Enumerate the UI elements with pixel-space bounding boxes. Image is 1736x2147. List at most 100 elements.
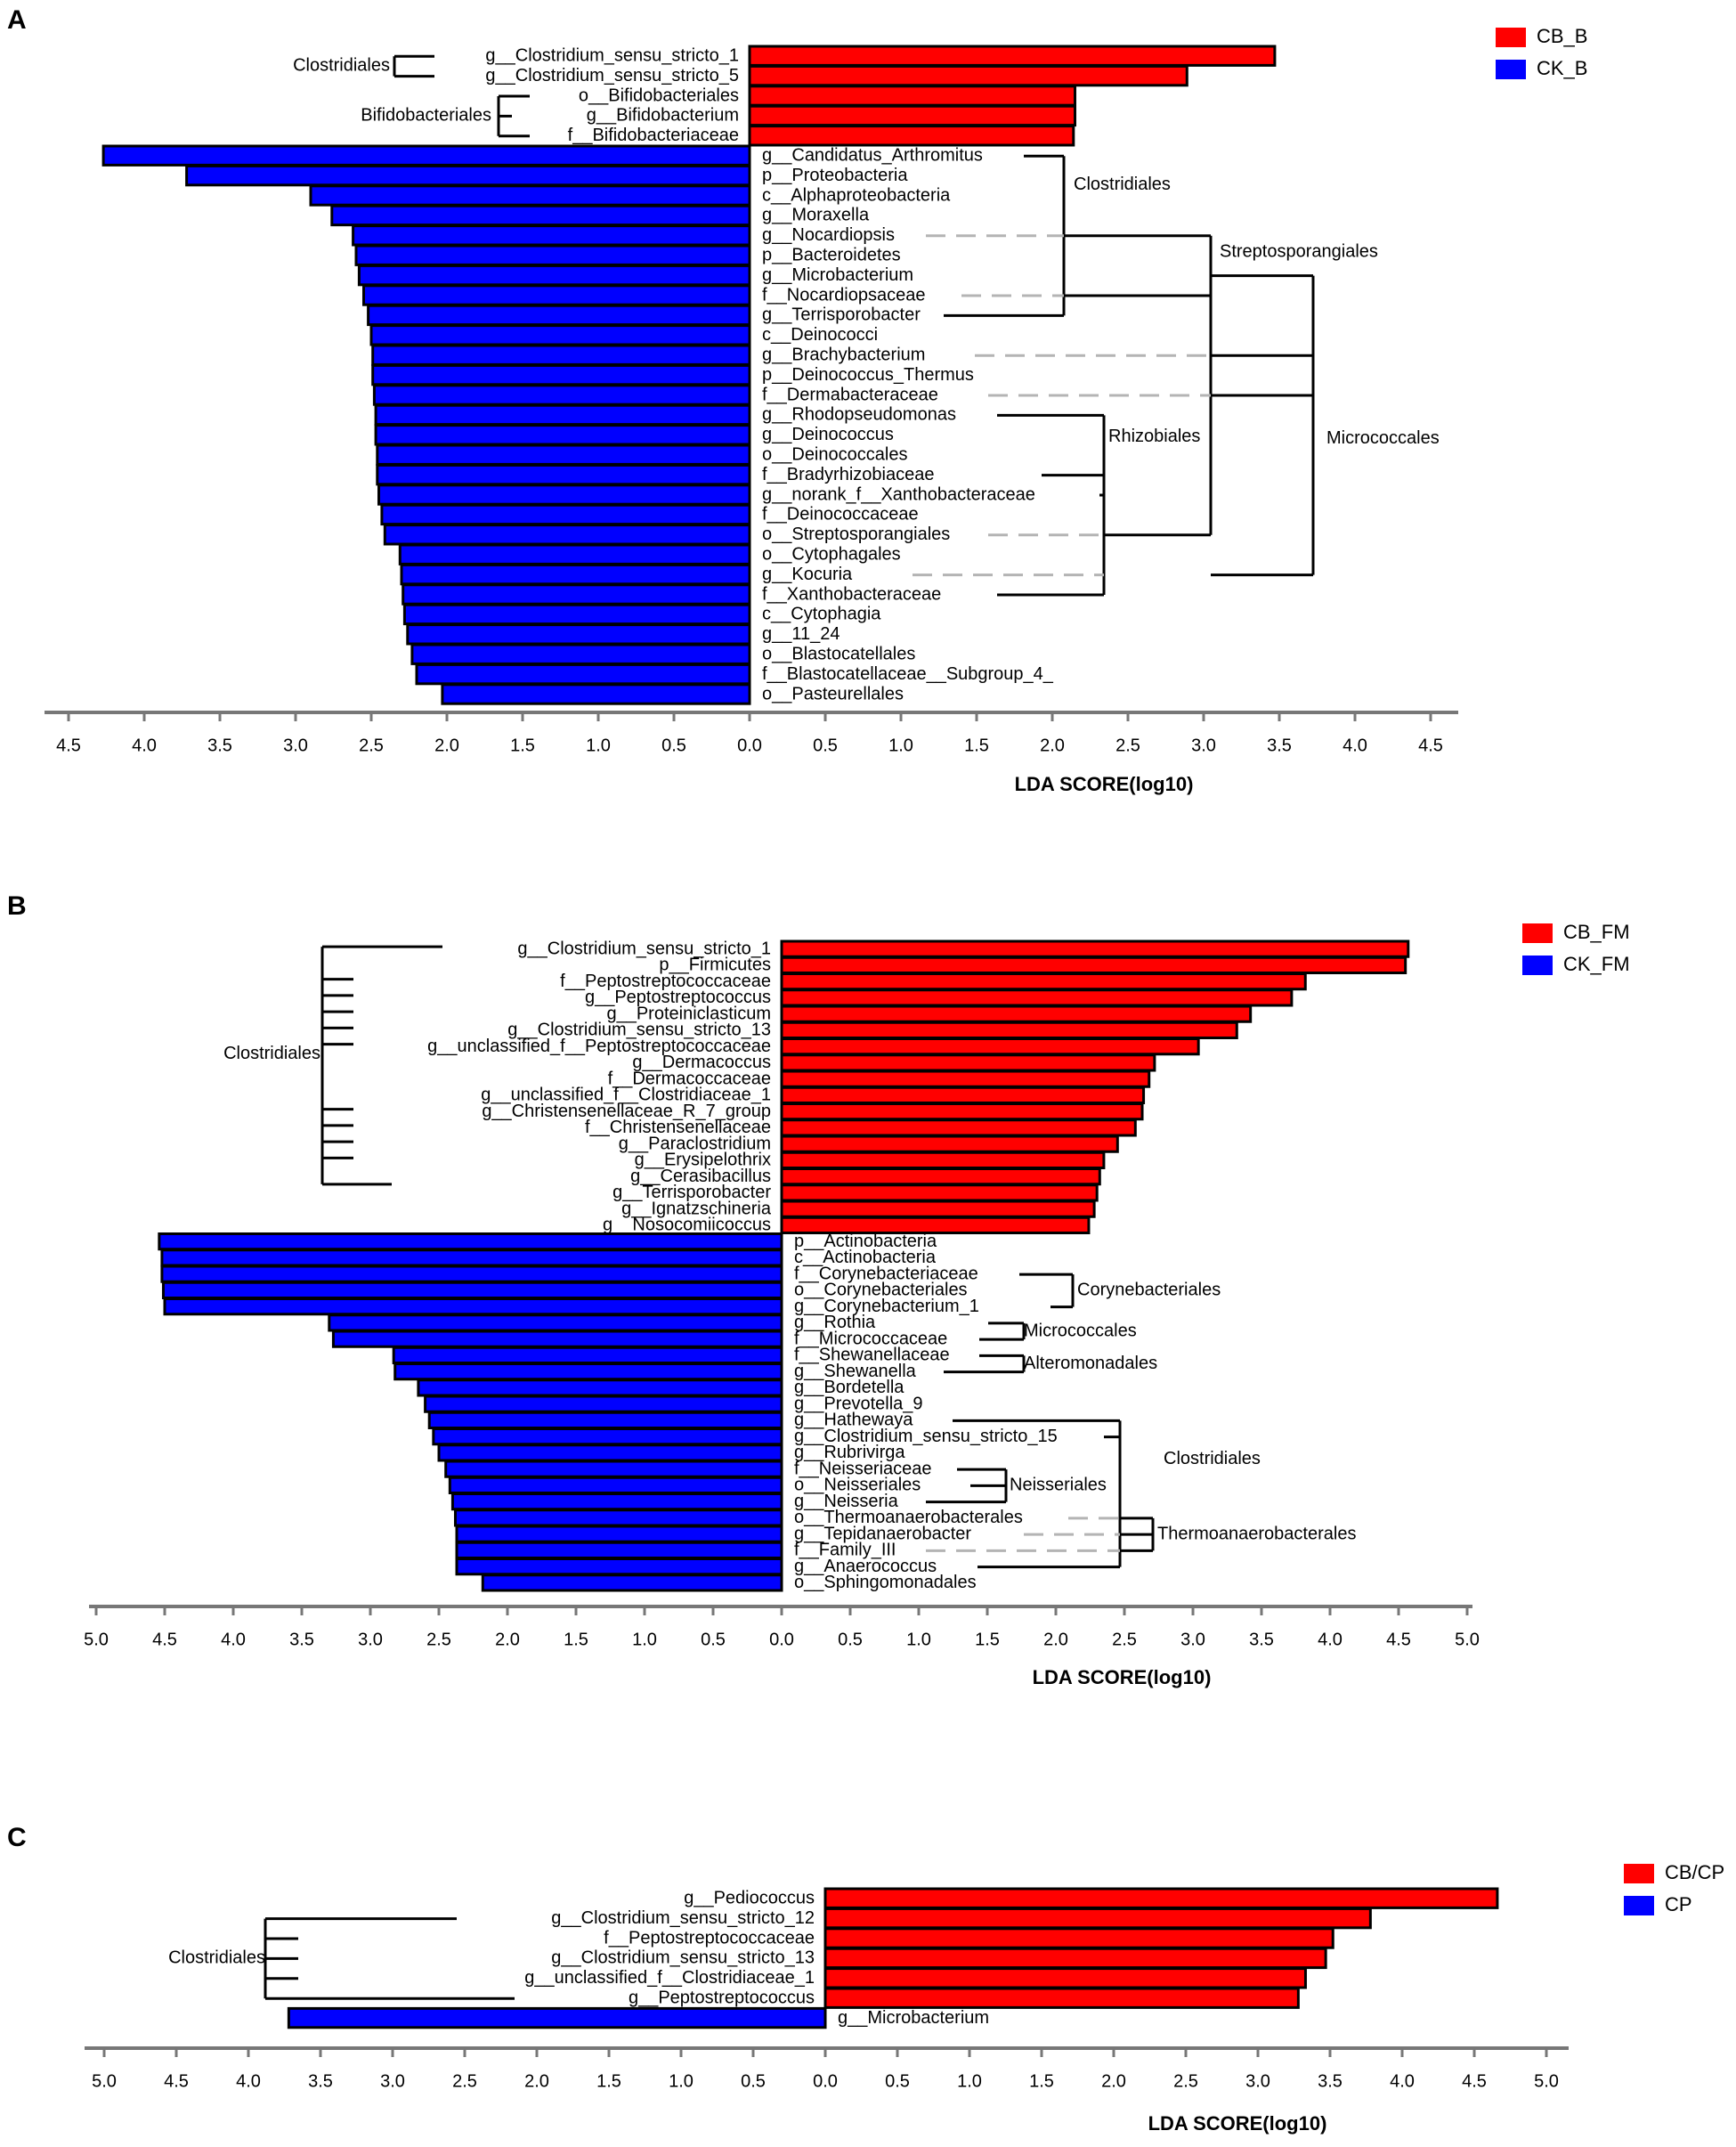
legend-label: CB_FM <box>1563 921 1630 943</box>
blue-bar <box>362 284 751 306</box>
red-bar <box>823 1987 1300 2009</box>
bar-label: g__Erysipelothrix <box>635 1151 771 1170</box>
group-label: Corynebacteriales <box>1077 1281 1221 1300</box>
bar-label: g__Corynebacterium_1 <box>794 1297 979 1316</box>
bar-label: g__unclassified_f__Clostridiaceae_1 <box>524 1968 815 1988</box>
bar-label: g__Clostridium_sensu_stricto_15 <box>794 1427 1058 1446</box>
red-bar <box>780 1216 1091 1234</box>
bar-label: g__Deinococcus <box>762 425 894 444</box>
x-tick-label: 5.0 <box>84 1630 109 1649</box>
group-label: Rhizobiales <box>1108 427 1200 446</box>
legend-label: CP <box>1665 1893 1692 1915</box>
group-label: Thermoanaerobacterales <box>1157 1524 1356 1543</box>
blue-bar <box>357 264 751 287</box>
x-tick-label: 1.5 <box>596 2071 621 2091</box>
x-tick-label: 1.0 <box>586 736 611 755</box>
x-tick-label: 5.0 <box>1455 1630 1480 1649</box>
bar-label: p__Bacteroidetes <box>762 245 901 264</box>
x-tick-label: 2.5 <box>1112 1630 1137 1649</box>
bar-label: g__Peptostreptococcus <box>585 988 771 1007</box>
blue-bar <box>441 683 751 705</box>
bar-label: c__Actinobacteria <box>794 1248 937 1267</box>
x-tick-label: 2.0 <box>1040 736 1065 755</box>
bar-label: c__Cytophagia <box>762 605 881 624</box>
blue-bar <box>455 1557 783 1576</box>
red-bar <box>823 1907 1372 1930</box>
bar-label: o__Sphingomonadales <box>794 1573 977 1592</box>
bar-label: g__Proteiniclasticum <box>606 1004 771 1023</box>
bar-label: g__Cerasibacillus <box>630 1167 771 1186</box>
group-label: Clostridiales <box>1074 175 1171 194</box>
bar-label: g__Nocardiopsis <box>762 225 895 245</box>
x-tick-label: 2.5 <box>1115 736 1140 755</box>
x-tick-label: 3.5 <box>1267 736 1292 755</box>
x-tick-label: 0.0 <box>813 2071 838 2091</box>
bar-label: f__Peptostreptococcaceae <box>560 972 771 991</box>
bar-label: o__Thermoanaerobacterales <box>794 1508 1023 1527</box>
blue-bar <box>398 543 751 565</box>
x-tick-label: 3.0 <box>1180 1630 1205 1649</box>
x-tick-label: 4.5 <box>152 1630 177 1649</box>
blue-bar <box>406 623 751 646</box>
x-tick-label: 4.0 <box>132 736 157 755</box>
bar-label: f__Bifidobacteriaceae <box>568 126 739 145</box>
bar-label: g__Tepidanaerobacter <box>794 1524 971 1543</box>
bar-label: g__Christensenellaceae_R_7_group <box>482 1102 771 1121</box>
x-tick-label: 3.5 <box>207 736 232 755</box>
blue-bar <box>432 1427 783 1446</box>
x-tick-label: 0.0 <box>737 736 762 755</box>
red-bar <box>780 1069 1151 1088</box>
x-tick-label: 1.0 <box>632 1630 657 1649</box>
x-axis-title: LDA SCORE(log10) <box>1148 2112 1327 2135</box>
bar-label: c__Alphaproteobacteria <box>762 185 951 205</box>
blue-bar <box>376 443 751 466</box>
group-label: Clostridiales <box>293 56 390 76</box>
bar-label: f__Micrococcaceae <box>794 1329 947 1348</box>
red-bar <box>780 1200 1096 1218</box>
panel-letter: A <box>7 5 27 35</box>
bar-label: g__Terrisporobacter <box>762 305 921 325</box>
legend-swatch <box>1624 1864 1654 1883</box>
legend-label: CK_B <box>1537 57 1587 79</box>
bar-label: g__Anaerococcus <box>794 1557 937 1576</box>
red-bar <box>823 1887 1499 1909</box>
blue-bar <box>377 484 751 506</box>
bar-label: g__Brachybacterium <box>762 345 925 364</box>
bar-label: o__Pasteurellales <box>762 684 904 703</box>
bar-label: g__Prevotella_9 <box>794 1394 923 1413</box>
blue-bar <box>328 1313 783 1332</box>
bar-label: g__Microbacterium <box>762 265 913 285</box>
x-tick-label: 3.0 <box>380 2071 405 2091</box>
x-tick-label: 4.0 <box>1343 736 1367 755</box>
panel-a: Ag__Clostridium_sensu_stricto_1g__Clostr… <box>7 5 1587 795</box>
blue-bar <box>330 204 751 227</box>
x-tick-label: 2.5 <box>426 1630 451 1649</box>
blue-bar <box>402 583 751 606</box>
x-tick-label: 3.0 <box>1191 736 1216 755</box>
red-bar <box>823 1947 1327 1970</box>
x-tick-label: 4.5 <box>1386 1630 1411 1649</box>
red-bar <box>780 1004 1253 1023</box>
blue-bar <box>374 403 751 427</box>
group-label: Bifidobacteriales <box>361 106 491 126</box>
x-tick-label: 2.5 <box>452 2071 477 2091</box>
red-bar <box>780 939 1410 958</box>
bar-label: p__Firmicutes <box>659 956 771 975</box>
x-tick-label: 1.5 <box>975 1630 1000 1649</box>
blue-bar <box>392 1346 783 1364</box>
x-tick-label: 3.0 <box>1245 2071 1270 2091</box>
x-tick-label: 1.5 <box>564 1630 588 1649</box>
bar-label: g__Shewanella <box>794 1362 917 1381</box>
x-tick-label: 2.0 <box>434 736 459 755</box>
bar-label: o__Streptosporangiales <box>762 525 950 544</box>
red-bar <box>780 1053 1156 1072</box>
bar-label: o__Bifidobacteriales <box>579 85 739 105</box>
x-tick-label: 3.5 <box>1318 2071 1343 2091</box>
bar-label: g__Nosocomiicoccus <box>603 1216 771 1235</box>
x-tick-label: 4.0 <box>221 1630 246 1649</box>
blue-bar <box>376 463 751 486</box>
bar-label: g__Dermacoccus <box>632 1053 771 1072</box>
panel-letter: C <box>7 1823 27 1852</box>
legend-swatch <box>1624 1896 1654 1915</box>
red-bar <box>823 1927 1334 1949</box>
